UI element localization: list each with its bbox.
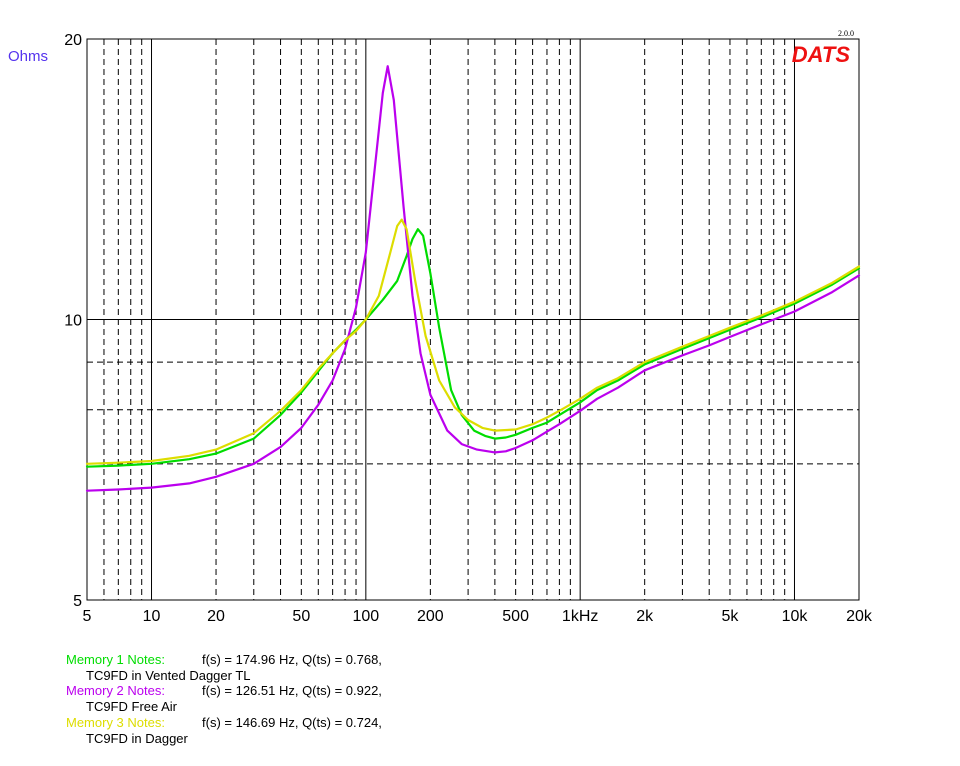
memory-note-2: Memory 2 Notes: f(s) = 126.51 Hz, Q(ts) …: [66, 683, 382, 714]
x-tick-label: 50: [292, 608, 310, 625]
x-tick-label: 1kHz: [562, 608, 598, 625]
y-tick-labels: 20 10 5: [64, 32, 82, 610]
memory-note-params: f(s) = 126.51 Hz, Q(ts) = 0.922,: [202, 683, 382, 699]
version-label: 2.0.0: [838, 29, 854, 38]
x-tick-label: 10k: [782, 608, 809, 625]
x-tick-label: 20: [207, 608, 225, 625]
memory-note-desc: TC9FD in Dagger: [86, 730, 188, 746]
memory-note-params: f(s) = 146.69 Hz, Q(ts) = 0.724,: [202, 714, 382, 730]
plot-frame: [86, 38, 860, 601]
memory-note-1: Memory 1 Notes: f(s) = 174.96 Hz, Q(ts) …: [66, 652, 382, 683]
series-line-3: [85, 218, 861, 465]
y-tick-label: 20: [64, 32, 82, 49]
x-tick-label: 500: [502, 608, 529, 625]
y-axis-label: Ohms: [8, 48, 48, 65]
memory-note-3: Memory 3 Notes: f(s) = 146.69 Hz, Q(ts) …: [66, 715, 382, 746]
y-tick-label: 5: [73, 593, 82, 610]
x-tick-labels: 5 10 20 50 100 200 500 1kHz 2k 5k 10k 20k: [83, 608, 873, 625]
series-line-1: [85, 228, 861, 468]
memory-notes: Memory 1 Notes: f(s) = 174.96 Hz, Q(ts) …: [66, 652, 382, 746]
series-group: [85, 65, 861, 492]
memory-note-params: f(s) = 174.96 Hz, Q(ts) = 0.768,: [202, 652, 382, 667]
x-tick-label: 20k: [846, 608, 873, 625]
x-tick-label: 10: [143, 608, 161, 625]
x-tick-label: 2k: [636, 608, 654, 625]
memory-note-desc: TC9FD Free Air: [86, 699, 178, 715]
memory-note-label: Memory 3 Notes:: [66, 714, 165, 730]
memory-note-label: Memory 2 Notes:: [66, 683, 165, 699]
x-tick-label: 200: [417, 608, 444, 625]
brand-logo: DATS: [792, 42, 851, 67]
series-line-2: [85, 65, 861, 492]
grid-lines: [87, 39, 859, 600]
memory-note-desc: TC9FD in Vented Dagger TL: [86, 667, 251, 683]
impedance-chart: 5 10 20 50 100 200 500 1kHz 2k 5k 10k 20k 20 10 5 Ohm…: [8, 29, 873, 625]
x-tick-label: 100: [352, 608, 379, 625]
x-tick-label: 5: [83, 608, 92, 625]
memory-note-label: Memory 1 Notes:: [66, 652, 165, 667]
y-tick-label: 10: [64, 313, 82, 330]
x-tick-label: 5k: [722, 608, 740, 625]
